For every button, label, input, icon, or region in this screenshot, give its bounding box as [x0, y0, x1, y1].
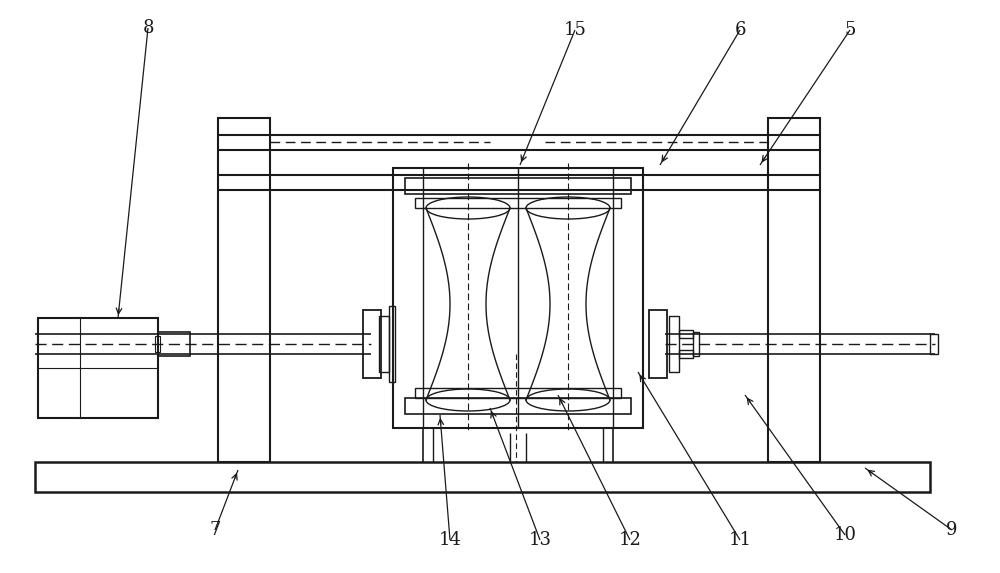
Bar: [693, 332, 699, 356]
Bar: [930, 334, 938, 354]
Text: 12: 12: [619, 531, 641, 549]
Text: 8: 8: [142, 19, 154, 37]
Bar: [649, 310, 667, 378]
Text: 9: 9: [946, 521, 958, 539]
Bar: [35, 462, 930, 492]
Text: 15: 15: [564, 21, 586, 39]
Bar: [669, 316, 679, 372]
Bar: [405, 178, 631, 194]
Text: 10: 10: [834, 526, 856, 544]
Text: 7: 7: [209, 521, 221, 539]
Bar: [158, 332, 190, 356]
Text: 6: 6: [734, 21, 746, 39]
Bar: [679, 330, 693, 338]
Bar: [768, 118, 820, 462]
Bar: [379, 316, 389, 372]
Text: 11: 11: [728, 531, 752, 549]
Bar: [405, 398, 631, 414]
Text: 5: 5: [844, 21, 856, 39]
Text: 14: 14: [439, 531, 461, 549]
Bar: [218, 118, 270, 462]
Bar: [679, 350, 693, 358]
Bar: [415, 388, 621, 398]
Bar: [155, 336, 160, 352]
Bar: [393, 168, 643, 428]
Bar: [363, 310, 381, 378]
Bar: [415, 198, 621, 208]
Bar: [389, 306, 395, 382]
Text: 13: 13: [528, 531, 552, 549]
Bar: [38, 318, 158, 418]
